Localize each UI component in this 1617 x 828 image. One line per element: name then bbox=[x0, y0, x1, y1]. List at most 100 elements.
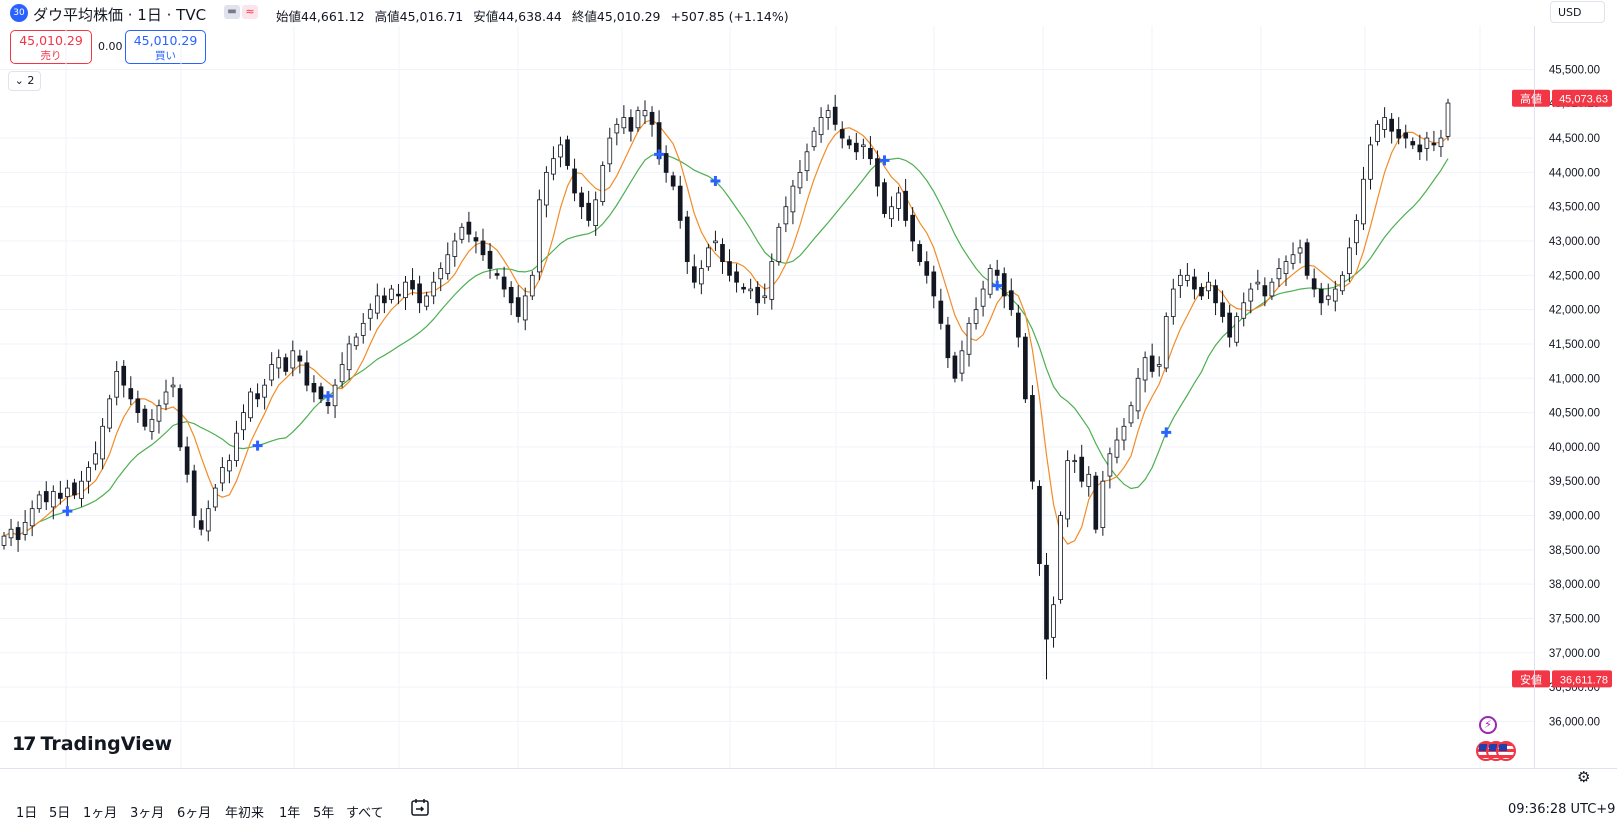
candle-body bbox=[353, 336, 359, 347]
price-chart[interactable]: 45,500.00 45,010.29 44,500.00 44,000.00 43,5… bbox=[0, 26, 1617, 768]
signal-markers bbox=[62, 149, 1172, 517]
candle-body bbox=[79, 480, 84, 499]
minus-icon[interactable]: ▬ bbox=[224, 5, 240, 19]
range-button-3m[interactable]: 3ヶ月 bbox=[130, 806, 165, 821]
range-button-5y[interactable]: 5年 bbox=[313, 806, 335, 821]
range-button-ytd[interactable]: 年初来 bbox=[225, 806, 265, 821]
candle-body bbox=[536, 199, 542, 273]
change-value: +507.85 (+1.14%) bbox=[670, 9, 789, 24]
candle-body bbox=[360, 322, 366, 336]
candle-body bbox=[1241, 302, 1247, 319]
candle-body bbox=[558, 144, 563, 158]
moving-average-slow bbox=[3, 153, 1449, 537]
candle-body bbox=[755, 286, 761, 304]
sell-button[interactable]: 45,010.29 売り bbox=[10, 30, 92, 64]
candle-body bbox=[797, 171, 803, 189]
high-value-bg bbox=[1552, 89, 1612, 107]
buy-button[interactable]: 45,010.29 買い bbox=[125, 30, 206, 64]
candle-body bbox=[114, 371, 120, 398]
candle-body bbox=[1283, 261, 1289, 275]
candle-body bbox=[649, 111, 655, 125]
range-button-5d[interactable]: 5日 bbox=[49, 806, 71, 821]
candle-body bbox=[1354, 220, 1359, 244]
candle-body bbox=[994, 269, 1000, 276]
candle-body bbox=[1199, 286, 1204, 297]
candle-body bbox=[163, 391, 169, 405]
calendar-goto-icon[interactable] bbox=[410, 797, 430, 817]
candle-body bbox=[1065, 460, 1070, 520]
symbol-title[interactable]: ダウ平均株価 · 1日 · TVC bbox=[33, 6, 207, 24]
approx-icon[interactable]: ≈ bbox=[242, 5, 258, 19]
range-button-6m[interactable]: 6ヶ月 bbox=[177, 806, 212, 821]
candle-body bbox=[58, 492, 63, 499]
candle-body bbox=[396, 293, 401, 297]
signal-marker bbox=[879, 155, 890, 166]
candle-body bbox=[1403, 132, 1409, 139]
price-tick-label: 38,000.00 bbox=[1549, 579, 1600, 591]
candle-body bbox=[924, 261, 930, 276]
range-button-all[interactable]: すべて bbox=[346, 806, 384, 821]
candle-body bbox=[1030, 395, 1035, 482]
candle-body bbox=[699, 268, 704, 285]
price-tick-label: 40,000.00 bbox=[1549, 442, 1600, 454]
candle-body bbox=[945, 324, 951, 359]
candle-body bbox=[910, 214, 916, 242]
candle-body bbox=[727, 261, 732, 276]
candle-body bbox=[36, 494, 42, 510]
candle-body bbox=[339, 364, 345, 383]
price-tick-label: 43,500.00 bbox=[1549, 202, 1600, 214]
candle-body bbox=[875, 158, 880, 187]
candle-body bbox=[332, 384, 338, 407]
candle-body bbox=[790, 185, 796, 213]
currency-button[interactable]: USD bbox=[1550, 1, 1605, 23]
candle-body bbox=[107, 398, 112, 429]
candle-body bbox=[811, 130, 817, 148]
price-tick-label: 44,500.00 bbox=[1549, 133, 1600, 145]
candle-body bbox=[1368, 144, 1373, 180]
candle-body bbox=[1001, 273, 1007, 297]
price-tick-label: 36,000.00 bbox=[1549, 716, 1600, 728]
candle-body bbox=[1135, 377, 1141, 412]
range-button-1m[interactable]: 1ヶ月 bbox=[83, 806, 118, 821]
range-button-1y[interactable]: 1年 bbox=[279, 806, 301, 821]
candle-body bbox=[1149, 355, 1155, 372]
candle-body bbox=[966, 322, 972, 355]
candle-body bbox=[459, 226, 465, 240]
candle-body bbox=[931, 271, 937, 297]
high-tag-bg bbox=[1512, 89, 1550, 107]
candle-body bbox=[1206, 281, 1211, 292]
candle-body bbox=[29, 508, 35, 527]
buy-label: 買い bbox=[155, 50, 176, 62]
signal-marker bbox=[992, 280, 1003, 291]
candle-body bbox=[452, 240, 458, 257]
candle-body bbox=[121, 365, 127, 386]
candle-body bbox=[987, 268, 993, 295]
candles bbox=[1, 94, 1451, 680]
candle-body bbox=[621, 117, 627, 129]
tradingview-logo[interactable]: 17 TradingView bbox=[12, 733, 172, 755]
candle-body bbox=[1, 535, 7, 546]
range-button-1d[interactable]: 1日 bbox=[16, 806, 38, 821]
candle-body bbox=[713, 240, 718, 244]
candle-body bbox=[1424, 137, 1430, 149]
gear-icon[interactable]: ⚙ bbox=[1577, 768, 1591, 786]
candle-body bbox=[1128, 405, 1134, 424]
candle-body bbox=[304, 362, 310, 386]
candle-body bbox=[1121, 425, 1127, 441]
candle-body bbox=[170, 384, 176, 388]
indicators-toggle-button[interactable]: ⌄ 2 bbox=[8, 71, 41, 91]
candle-body bbox=[410, 280, 415, 290]
candle-body bbox=[1051, 604, 1056, 638]
candle-body bbox=[741, 286, 746, 290]
candle-body bbox=[1389, 118, 1394, 132]
candle-body bbox=[262, 384, 267, 398]
candle-body bbox=[670, 175, 676, 187]
low-tag-bg bbox=[1512, 670, 1550, 688]
price-tick-label: 44,000.00 bbox=[1549, 167, 1600, 179]
candle-body bbox=[593, 199, 599, 226]
clock-display[interactable]: 09:36:28 UTC+9 bbox=[1508, 802, 1616, 817]
candle-body bbox=[43, 491, 49, 503]
us-flag-icon[interactable] bbox=[1496, 741, 1516, 761]
lightning-icon[interactable]: ⚡ bbox=[1479, 716, 1497, 734]
price-tick-label: 45,500.00 bbox=[1549, 64, 1600, 76]
